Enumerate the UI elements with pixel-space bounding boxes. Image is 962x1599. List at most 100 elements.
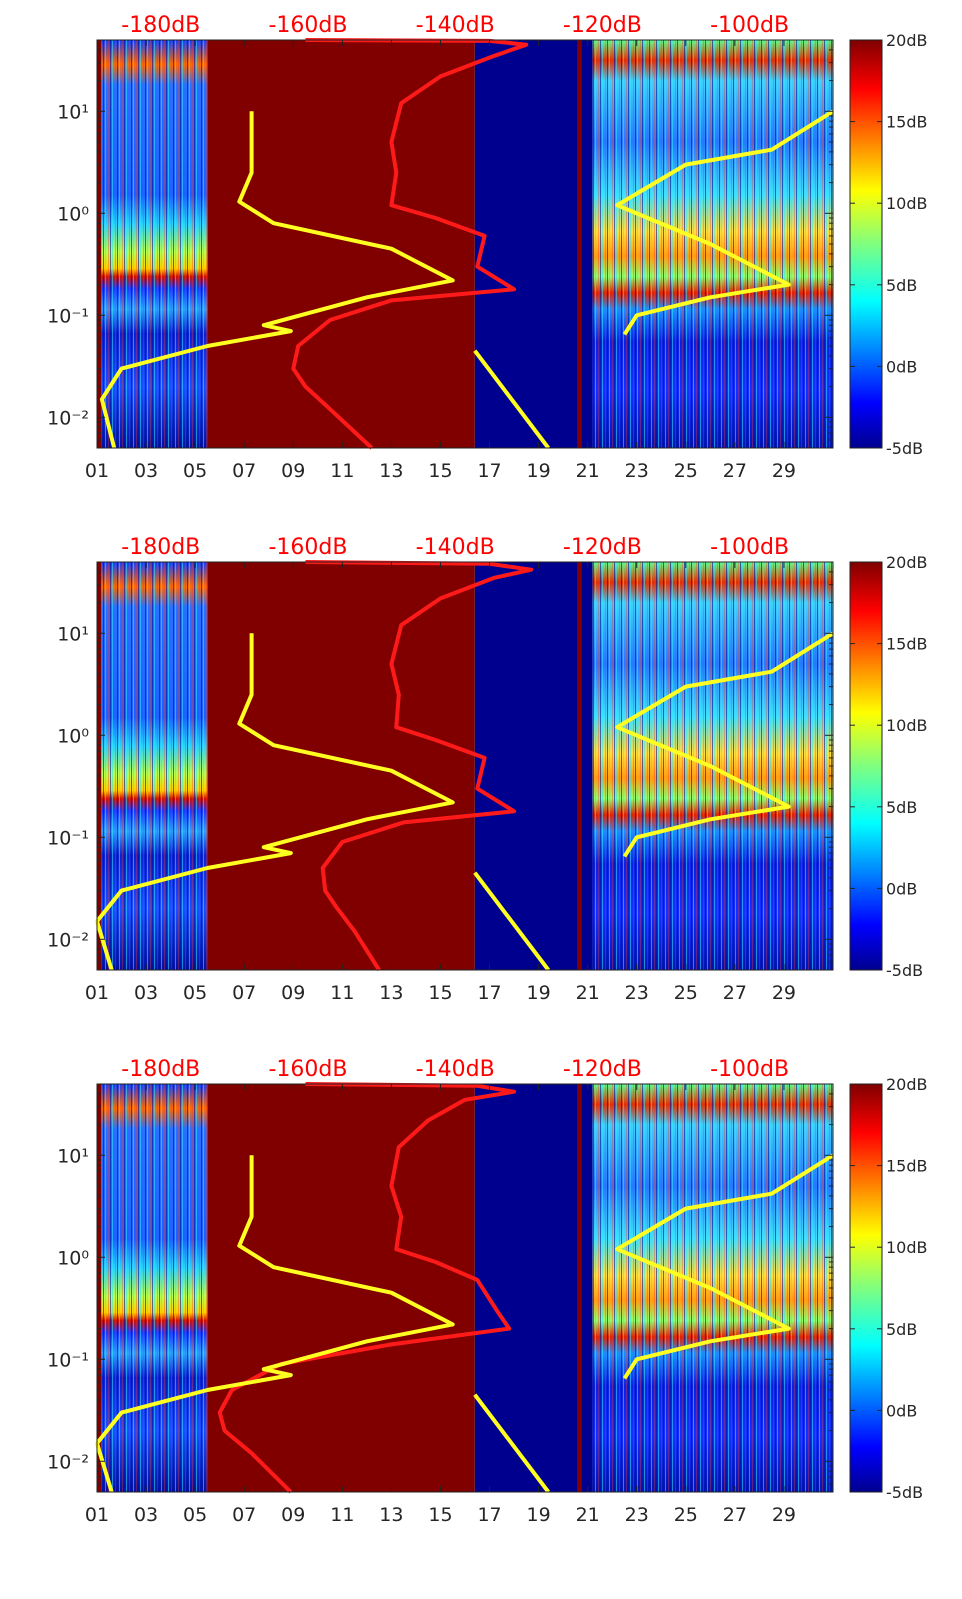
colorbar-label: 20dB (886, 31, 928, 50)
top-db-label: -100dB (710, 1057, 789, 1082)
x-tick-label: 01 (85, 982, 109, 1004)
red-curve (291, 38, 529, 450)
colorbar (849, 39, 883, 449)
colorbar-label: -5dB (886, 961, 923, 980)
colorbar-label: 20dB (886, 553, 928, 572)
top-db-label: -120dB (563, 13, 642, 38)
x-tick-label: 23 (625, 460, 649, 482)
colorbar-label: 0dB (886, 879, 917, 898)
spectrogram-texture (97, 1084, 208, 1492)
x-tick-label: 27 (723, 460, 747, 482)
colorbar-label: -5dB (886, 439, 923, 458)
colorbar-label: 0dB (886, 1401, 917, 1420)
x-tick-label: 05 (183, 1504, 207, 1526)
x-tick-label: 09 (281, 1504, 305, 1526)
x-tick-label: 11 (330, 982, 354, 1004)
x-tick-label: 09 (281, 460, 305, 482)
top-db-label: -180dB (121, 535, 200, 560)
x-tick-label: 21 (576, 982, 600, 1004)
y-tick-label: 10⁻¹ (47, 305, 89, 327)
colorbar-label: 15dB (886, 1157, 928, 1176)
x-tick-label: 03 (134, 1504, 158, 1526)
red-curve (217, 1082, 517, 1494)
top-db-label: -100dB (710, 535, 789, 560)
x-tick-label: 15 (428, 1504, 452, 1526)
top-db-label: -120dB (563, 535, 642, 560)
x-tick-label: 19 (527, 982, 551, 1004)
saturated-low-segment (474, 40, 578, 448)
gap-edge (577, 562, 582, 970)
colorbar-label: 20dB (886, 1075, 928, 1094)
x-tick-label: 15 (428, 982, 452, 1004)
panel-1: 01 03 05 07 09 11 13 15 17 19 21 23 25 27 29 10⁻² 10⁻¹ 10… (47, 13, 927, 482)
x-tick-label: 05 (183, 460, 207, 482)
gap-edge (577, 1084, 582, 1492)
red-curve (305, 560, 534, 972)
top-db-label: -100dB (710, 13, 789, 38)
colorbar (849, 1083, 883, 1493)
top-db-label: -160dB (268, 535, 347, 560)
top-db-label: -180dB (121, 13, 200, 38)
y-tick-label: 10⁻² (47, 929, 89, 951)
x-tick-label: 07 (232, 982, 256, 1004)
gap-edge (577, 40, 582, 448)
x-tick-label: 11 (330, 1504, 354, 1526)
x-tick-label: 19 (527, 460, 551, 482)
y-tick-label: 10⁰ (57, 725, 89, 747)
y-tick-label: 10⁰ (57, 203, 89, 225)
top-db-label: -140dB (416, 1057, 495, 1082)
x-tick-label: 17 (477, 1504, 501, 1526)
y-tick-label: 10¹ (57, 1145, 89, 1167)
colorbar-label: 10dB (886, 194, 928, 213)
x-tick-label: 29 (772, 1504, 796, 1526)
x-tick-label: 03 (134, 982, 158, 1004)
colorbar (849, 561, 883, 971)
x-tick-label: 07 (232, 460, 256, 482)
x-tick-label: 17 (477, 982, 501, 1004)
colorbar-label: 10dB (886, 716, 928, 735)
saturated-high-segment (207, 562, 475, 970)
yellow-curve (95, 1153, 835, 1494)
top-db-label: -140dB (416, 535, 495, 560)
panel-2: 01 03 05 07 09 11 13 15 17 19 21 23 25 27 29 10⁻² 10⁻¹ 10… (47, 535, 927, 1004)
x-tick-label: 29 (772, 982, 796, 1004)
x-tick-label: 23 (625, 1504, 649, 1526)
x-tick-label: 25 (674, 982, 698, 1004)
saturated-low-segment (474, 1084, 578, 1492)
colorbar-label: 15dB (886, 113, 928, 132)
x-tick-label: 17 (477, 460, 501, 482)
colorbar-label: 10dB (886, 1238, 928, 1257)
x-tick-label: 07 (232, 1504, 256, 1526)
colorbar-label: 5dB (886, 276, 917, 295)
x-tick-label: 03 (134, 460, 158, 482)
x-tick-label: 21 (576, 1504, 600, 1526)
panel-3: 01 03 05 07 09 11 13 15 17 19 21 23 25 27 29 10⁻² 10⁻¹ 10… (47, 1057, 927, 1526)
x-tick-label: 21 (576, 460, 600, 482)
y-tick-label: 10⁻² (47, 1451, 89, 1473)
y-tick-label: 10¹ (57, 623, 89, 645)
x-tick-label: 29 (772, 460, 796, 482)
colorbar-label: -5dB (886, 1483, 923, 1502)
x-tick-label: 01 (85, 460, 109, 482)
x-tick-label: 13 (379, 1504, 403, 1526)
colorbar-label: 5dB (886, 798, 917, 817)
top-db-label: -160dB (268, 1057, 347, 1082)
yellow-curve (95, 631, 835, 972)
y-tick-label: 10⁻¹ (47, 1349, 89, 1371)
y-tick-label: 10⁻² (47, 407, 89, 429)
x-tick-label: 19 (527, 1504, 551, 1526)
top-db-label: -140dB (416, 13, 495, 38)
colorbar-label: 5dB (886, 1320, 917, 1339)
top-db-label: -180dB (121, 1057, 200, 1082)
x-tick-label: 13 (379, 460, 403, 482)
colorbar-label: 15dB (886, 635, 928, 654)
top-db-label: -160dB (268, 13, 347, 38)
y-tick-label: 10⁰ (57, 1247, 89, 1269)
x-tick-label: 01 (85, 1504, 109, 1526)
spectrogram-texture (97, 40, 208, 448)
x-tick-label: 15 (428, 460, 452, 482)
x-tick-label: 25 (674, 1504, 698, 1526)
y-tick-label: 10¹ (57, 101, 89, 123)
saturated-high-segment (207, 40, 475, 448)
